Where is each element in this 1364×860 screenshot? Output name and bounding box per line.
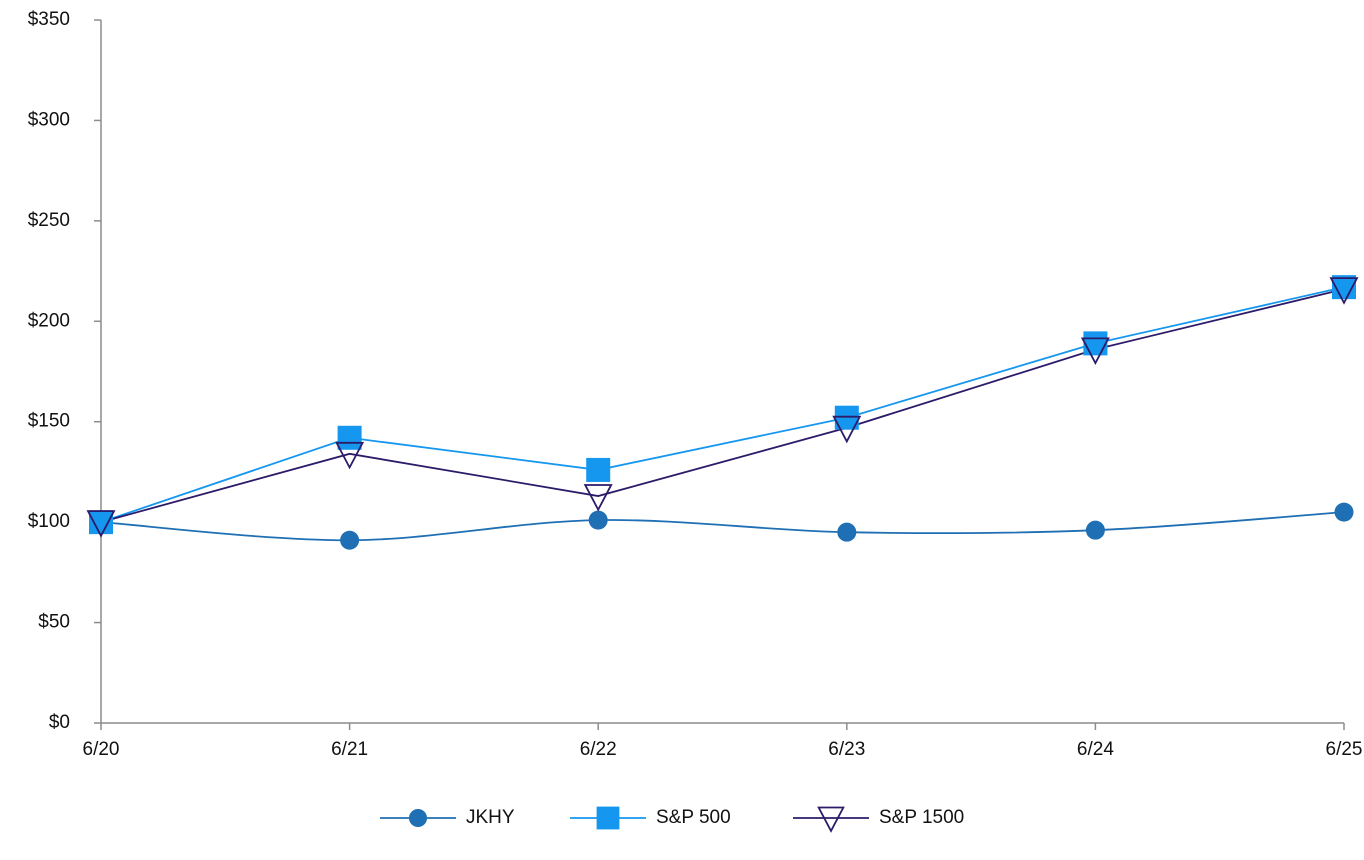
y-tick-label: $250	[28, 210, 70, 231]
marker	[1080, 337, 1110, 365]
x-tick-label: 6/25	[1326, 739, 1363, 760]
legend-label: S&P 500	[656, 807, 731, 828]
marker	[408, 808, 428, 828]
series-line	[100, 286, 1345, 523]
marker	[335, 441, 365, 470]
marker	[583, 484, 613, 512]
y-tick-label: $50	[38, 612, 70, 633]
y-tick-label: $200	[28, 310, 70, 331]
marker	[832, 415, 862, 444]
series-line	[100, 511, 1345, 542]
marker	[817, 806, 845, 833]
y-tick-label: $300	[28, 109, 70, 130]
y-tick-label: $0	[49, 712, 70, 733]
marker	[837, 522, 857, 542]
marker	[89, 510, 113, 535]
legend-label: S&P 1500	[879, 807, 964, 828]
marker	[1334, 502, 1354, 522]
x-tick-label: 6/23	[828, 739, 865, 760]
marker	[586, 457, 611, 482]
x-tick-label: 6/20	[83, 739, 120, 760]
y-tick-label: $100	[28, 511, 70, 532]
legend-label: JKHY	[466, 807, 515, 828]
marker	[1329, 277, 1359, 305]
x-tick-label: 6/24	[1077, 739, 1114, 760]
y-tick-label: $350	[28, 9, 70, 30]
series-line	[100, 288, 1345, 524]
x-tick-label: 6/21	[331, 739, 368, 760]
y-tick-label: $150	[28, 411, 70, 432]
marker	[86, 510, 116, 538]
x-tick-label: 6/22	[580, 739, 617, 760]
marker	[340, 530, 360, 550]
marker	[588, 510, 608, 530]
marker	[337, 425, 362, 450]
marker	[1085, 520, 1105, 540]
marker	[596, 806, 620, 830]
marker	[1083, 331, 1108, 356]
